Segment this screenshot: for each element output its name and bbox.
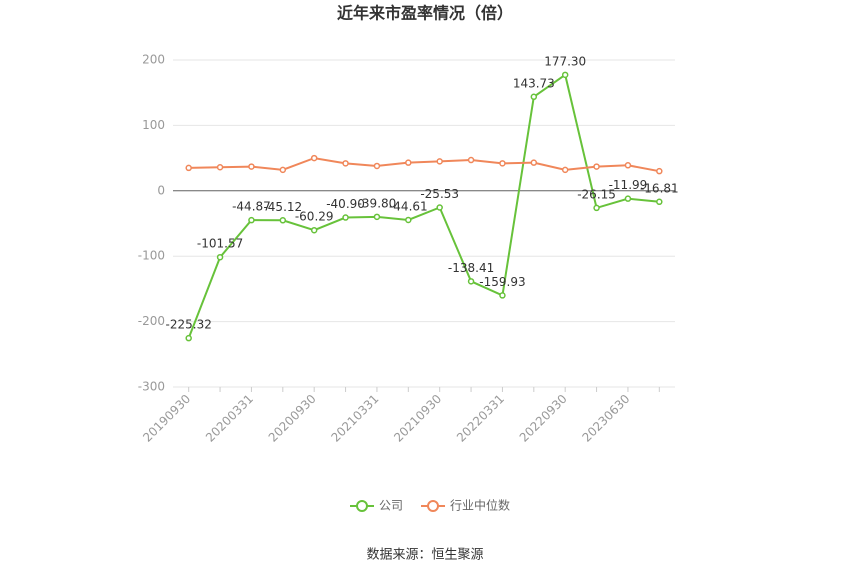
y-tick-label: -300 [138,380,165,394]
point [342,160,349,167]
x-tick-label: 20200930 [266,392,319,445]
legend-label: 公司 [379,499,403,513]
point [656,198,663,206]
data-label: -225.32 [166,318,212,332]
point [624,162,632,169]
point [561,166,569,174]
legend-marker [427,500,440,512]
chart-title: 近年来市盈率情况（倍） [337,4,513,23]
data-label: 177.30 [544,54,586,68]
point [499,160,506,167]
data-label: -44.87 [232,200,271,214]
data-label: -138.41 [448,261,494,275]
point [561,71,569,79]
point [310,226,318,234]
point [373,162,381,170]
point [624,195,632,202]
x-tick-label: 20210930 [391,392,444,445]
y-tick-label: 200 [142,53,165,67]
x-tick-label: 20220331 [454,392,507,445]
y-tick-label: -100 [138,249,165,263]
data-label: -25.53 [420,187,459,201]
point [279,217,287,224]
point [405,216,412,224]
data-label: -60.29 [295,210,334,224]
point [593,204,600,212]
y-tick-label: 100 [142,118,165,132]
point [185,334,192,342]
point [342,214,349,221]
point [499,292,506,299]
y-tick-label: 0 [157,183,165,197]
data-label: -11.99 [609,178,648,192]
point [216,164,224,171]
y-tick-label: -200 [138,314,165,328]
x-tick-label: 20220930 [517,392,570,445]
point [530,159,538,166]
data-label: 143.73 [513,76,555,90]
point [467,156,475,164]
point [436,158,443,165]
data-label: -40.90 [326,197,365,211]
data-label: -26.15 [577,187,616,201]
point [248,163,255,170]
legend-marker [356,500,368,512]
point [310,154,318,162]
data-label: -44.61 [389,199,428,213]
series-line [188,157,660,173]
series-line [187,73,660,339]
point [216,253,224,261]
source: 数据来源：恒生聚源 [366,548,483,563]
point [279,166,287,174]
data-label: -159.93 [479,275,525,289]
point [185,164,192,172]
data-label: -16.81 [640,181,679,195]
point [373,213,381,221]
x-tick-label: 20190930 [140,392,193,445]
x-tick-label: 20230630 [579,392,632,445]
point [467,278,475,285]
legend-label: 行业中位数 [450,498,510,513]
point [656,167,663,175]
data-label: -101.57 [197,237,243,251]
point [593,163,600,170]
point [436,204,443,211]
data-label: -39.80 [358,196,397,210]
point [405,159,412,166]
point [248,216,255,224]
point [530,93,538,101]
x-tick-label: 20210331 [328,392,381,445]
x-tick-label: 20200331 [203,392,256,445]
data-label: -45.12 [263,200,302,214]
